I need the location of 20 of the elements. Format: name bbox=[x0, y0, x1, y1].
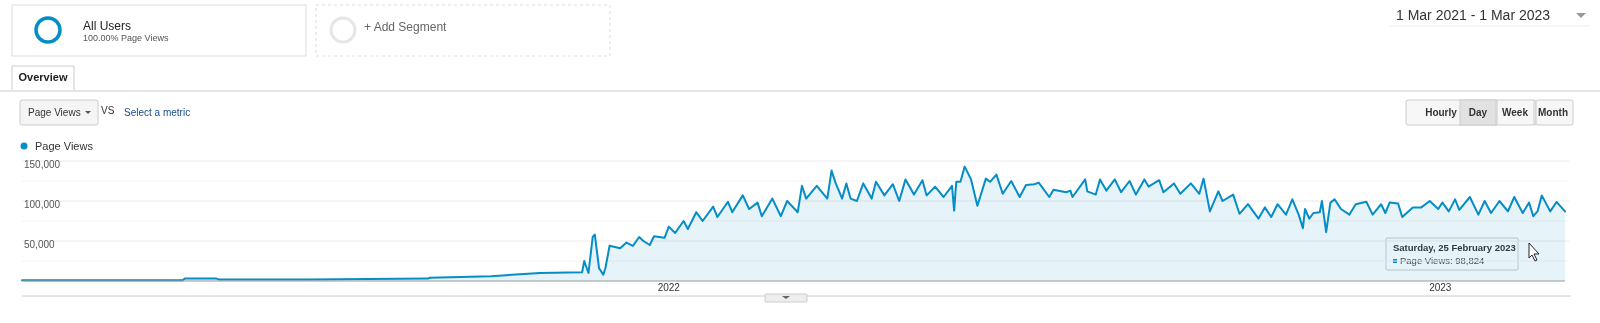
text: Select a metric bbox=[124, 107, 191, 118]
legend-label: Page Views bbox=[35, 140, 94, 152]
text: Page Views bbox=[28, 107, 81, 118]
text: Month bbox=[1538, 107, 1568, 118]
text: VS bbox=[101, 105, 115, 116]
text: All Users bbox=[83, 19, 132, 33]
x-tick-label: 2023 bbox=[1429, 282, 1452, 293]
text: Week bbox=[1502, 107, 1529, 118]
text: Day bbox=[1468, 107, 1488, 118]
x-tick-label: 2022 bbox=[657, 282, 681, 293]
annotation: Page Views: 98,824 bbox=[1400, 255, 1485, 266]
text: 100.00% Page Views bbox=[83, 33, 169, 43]
y-tick-label: 100,000 bbox=[24, 198, 61, 210]
y-tick-label: 150,000 bbox=[24, 158, 61, 170]
text: 1 Mar 2021 - 1 Mar 2023 bbox=[1396, 7, 1551, 23]
y-tick-label: 50,000 bbox=[24, 238, 56, 250]
text: Overview bbox=[18, 71, 68, 83]
text: Hourly bbox=[1425, 107, 1458, 118]
annotation: Saturday, 25 February 2023 bbox=[1393, 242, 1516, 253]
text: + Add Segment bbox=[364, 20, 448, 34]
